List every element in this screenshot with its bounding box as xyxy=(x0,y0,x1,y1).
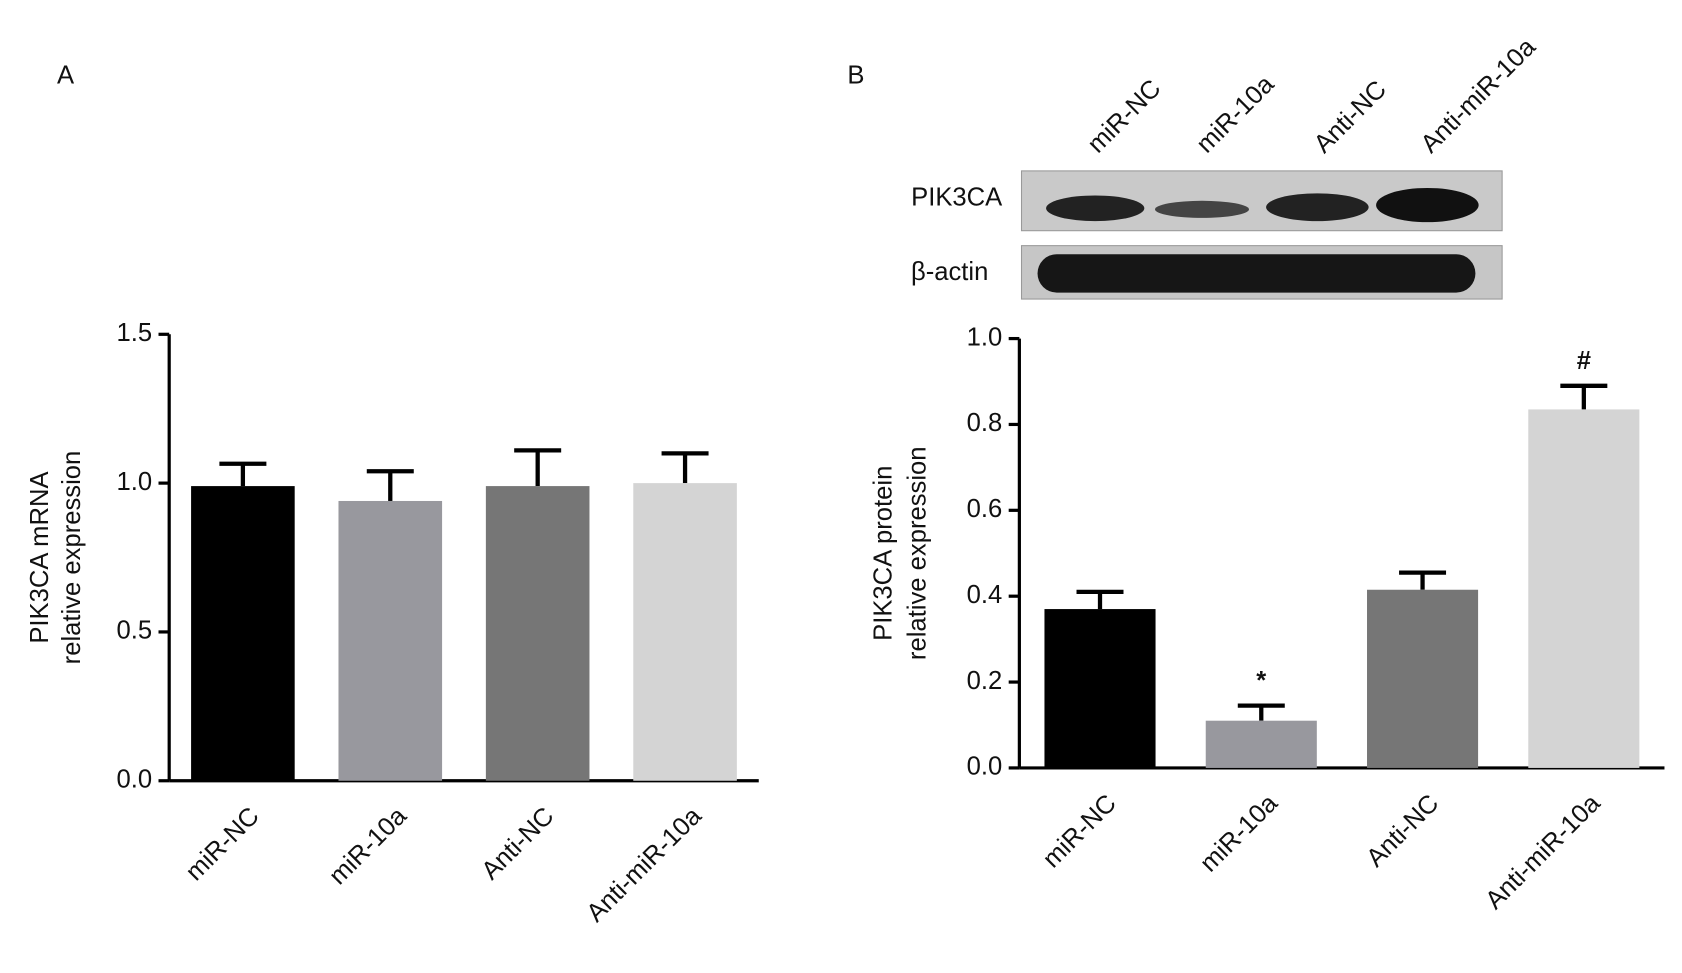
y-tick-label: 0.6 xyxy=(967,495,1003,523)
panel-label: A xyxy=(57,62,75,90)
western-blot xyxy=(1020,170,1503,300)
lane-label: miR-10a xyxy=(1191,70,1280,159)
blot-band xyxy=(1376,187,1479,223)
bar xyxy=(633,483,737,781)
bar xyxy=(1044,609,1156,768)
x-tick-label: Anti-NC xyxy=(476,802,559,885)
panel-label: B xyxy=(847,62,864,90)
blot-band xyxy=(1266,193,1369,222)
bar xyxy=(338,500,443,781)
x-tick-label: Anti-miR-10a xyxy=(581,801,707,927)
significance-mark: * xyxy=(1256,667,1266,695)
blot-band xyxy=(1046,195,1145,222)
y-axis-title: relative expression xyxy=(58,451,86,665)
y-tick-label: 0.0 xyxy=(116,766,152,794)
x-tick-label: miR-NC xyxy=(1038,789,1122,873)
x-tick-label: miR-10a xyxy=(324,801,413,890)
x-tick-label: Anti-NC xyxy=(1361,789,1444,872)
lane-label: miR-NC xyxy=(1082,74,1166,158)
x-tick-label: miR-NC xyxy=(181,802,265,886)
y-tick-label: 1.0 xyxy=(967,323,1003,351)
y-tick-label: 0.0 xyxy=(967,753,1003,781)
x-tick-label: miR-10a xyxy=(1195,789,1284,878)
significance-mark: # xyxy=(1577,347,1591,375)
y-axis-title: PIK3CA mRNA xyxy=(26,470,54,643)
x-tick-label: Anti-miR-10a xyxy=(1480,789,1606,915)
bar xyxy=(1205,720,1317,768)
bar xyxy=(1367,589,1479,768)
blot-row-label: β-actin xyxy=(911,258,988,286)
y-tick-label: 0.2 xyxy=(967,667,1003,695)
y-tick-label: 1.5 xyxy=(116,319,152,347)
blot-band xyxy=(1155,200,1249,218)
blot-band xyxy=(1037,254,1476,293)
blot-row-label: PIK3CA xyxy=(911,183,1003,211)
lane-label: Anti-miR-10a xyxy=(1416,32,1542,158)
y-axis-title: relative expression xyxy=(904,446,932,660)
y-axis-title: PIK3CA protein xyxy=(870,466,898,641)
bar xyxy=(485,486,590,781)
lane-label: Anti-NC xyxy=(1309,75,1392,158)
bar xyxy=(1528,409,1640,768)
bar xyxy=(191,486,295,781)
y-tick-label: 1.0 xyxy=(116,468,152,496)
y-tick-label: 0.5 xyxy=(116,617,152,645)
y-tick-label: 0.8 xyxy=(967,409,1003,437)
y-tick-label: 0.4 xyxy=(967,581,1003,609)
